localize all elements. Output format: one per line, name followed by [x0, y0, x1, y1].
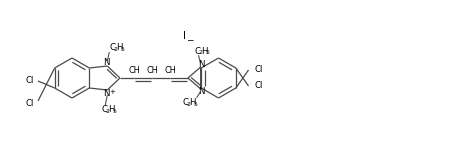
Text: H: H — [201, 47, 207, 56]
Text: −: − — [186, 36, 194, 44]
Text: N: N — [103, 88, 109, 98]
Text: C: C — [109, 44, 115, 53]
Text: 2: 2 — [186, 102, 190, 107]
Text: H: H — [108, 105, 114, 115]
Text: I: I — [183, 31, 186, 41]
Text: Cl: Cl — [254, 66, 262, 75]
Text: 5: 5 — [194, 102, 197, 107]
Text: H: H — [189, 98, 195, 107]
Text: 5: 5 — [206, 50, 209, 55]
Text: +: + — [109, 89, 115, 95]
Text: CH: CH — [164, 66, 175, 76]
Text: 2: 2 — [198, 50, 202, 55]
Text: Cl: Cl — [26, 98, 34, 107]
Text: 2: 2 — [113, 47, 117, 52]
Text: H: H — [116, 44, 123, 53]
Text: Cl: Cl — [26, 76, 34, 85]
Text: 2: 2 — [105, 109, 109, 114]
Text: 5: 5 — [113, 109, 116, 114]
Text: C: C — [101, 105, 107, 115]
Text: Cl: Cl — [254, 81, 262, 90]
Text: C: C — [182, 98, 188, 107]
Text: CH: CH — [146, 66, 157, 76]
Text: CH: CH — [128, 66, 139, 76]
Text: C: C — [194, 47, 200, 56]
Text: N: N — [103, 58, 109, 68]
Text: 5: 5 — [120, 47, 125, 52]
Text: N: N — [198, 60, 204, 69]
Text: N: N — [198, 87, 204, 96]
